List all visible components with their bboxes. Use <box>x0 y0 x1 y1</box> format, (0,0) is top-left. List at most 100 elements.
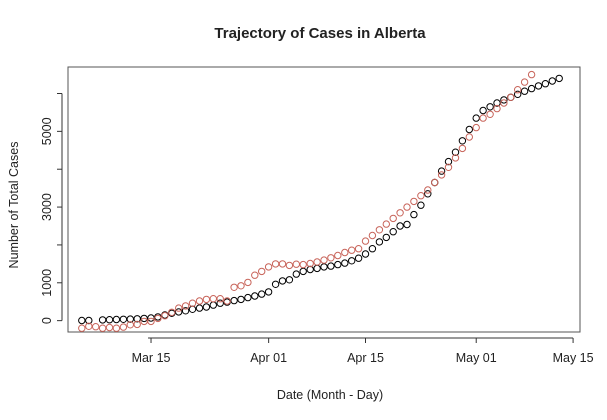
red-data-point <box>514 86 522 94</box>
black-data-point <box>417 201 425 209</box>
red-data-point <box>327 254 335 262</box>
black-data-point <box>195 304 204 312</box>
black-data-point <box>202 303 211 311</box>
black-data-point <box>520 87 529 95</box>
black-data-point <box>465 125 473 134</box>
black-data-point <box>396 222 404 230</box>
red-data-point <box>444 163 453 172</box>
red-data-point <box>264 263 273 271</box>
red-data-point <box>348 246 356 254</box>
red-data-point <box>382 220 390 228</box>
black-data-point <box>237 295 245 304</box>
black-data-point <box>341 259 349 267</box>
red-data-point <box>216 295 224 303</box>
black-data-point <box>348 257 356 265</box>
black-data-point <box>382 233 390 242</box>
x-axis-label: Date (Month - Day) <box>277 388 383 402</box>
black-data-point <box>251 292 259 300</box>
black-data-point <box>410 210 418 219</box>
red-data-point <box>306 259 314 268</box>
black-data-point <box>437 167 446 175</box>
black-data-point <box>354 254 363 262</box>
black-data-point <box>424 190 432 198</box>
red-data-point <box>424 186 432 194</box>
y-tick-label: 0 <box>40 317 54 324</box>
red-data-point <box>188 299 197 307</box>
black-data-point <box>119 315 128 323</box>
black-data-point <box>181 307 190 315</box>
red-data-point <box>389 214 397 223</box>
y-axis-label: Number of Total Cases <box>7 142 21 269</box>
red-data-point <box>354 245 363 253</box>
black-data-point <box>278 277 287 285</box>
red-data-point <box>285 261 294 270</box>
black-data-point <box>458 137 467 145</box>
x-tick-label: May 01 <box>456 351 497 365</box>
red-data-point <box>527 70 536 79</box>
black-data-point <box>78 316 86 325</box>
black-data-point <box>216 299 224 307</box>
x-axis: Mar 15 Apr 01 Apr 15 May 01 May 15 <box>132 337 594 365</box>
black-data-point <box>361 250 370 258</box>
black-data-point <box>140 314 148 323</box>
red-data-point <box>278 260 287 268</box>
red-data-point <box>451 154 460 162</box>
red-data-point <box>119 323 128 331</box>
black-data-point <box>368 245 377 253</box>
red-data-point <box>458 144 467 153</box>
x-tick-label: Apr 15 <box>347 351 384 365</box>
red-data-point <box>98 324 107 332</box>
red-data-point <box>237 282 245 290</box>
red-data-point <box>431 178 439 187</box>
black-data-point <box>444 157 453 166</box>
black-data-point <box>313 264 321 273</box>
red-data-point <box>437 171 446 179</box>
black-data-point <box>271 280 280 288</box>
red-data-point <box>181 302 190 310</box>
red-data-point <box>258 267 266 276</box>
black-data-point <box>541 80 550 88</box>
plot-frame <box>67 66 581 333</box>
x-tick-label: Mar 15 <box>132 351 171 365</box>
black-data-point <box>486 103 494 111</box>
red-data-point <box>112 324 121 332</box>
black-data-point <box>389 228 397 236</box>
red-data-point <box>375 226 384 234</box>
black-data-point <box>188 305 197 313</box>
black-data-point <box>479 106 487 115</box>
red-data-point <box>368 231 377 240</box>
black-data-point <box>472 114 480 122</box>
red-data-point <box>493 104 501 113</box>
red-data-point <box>410 197 418 206</box>
black-data-point <box>534 82 543 90</box>
x-tick-label: May 15 <box>553 351 594 365</box>
black-data-point <box>126 315 135 323</box>
black-data-point <box>264 288 273 296</box>
black-data-point <box>527 84 536 93</box>
red-data-point <box>417 192 425 200</box>
red-data-point <box>403 203 411 211</box>
red-data-point <box>161 312 169 320</box>
black-data-point <box>334 260 342 269</box>
black-data-point <box>493 99 501 107</box>
black-data-point <box>105 316 114 324</box>
black-data-point <box>175 308 183 316</box>
red-data-point <box>271 260 280 268</box>
red-data-point <box>507 93 515 102</box>
red-data-point <box>244 278 252 287</box>
red-data-point <box>500 99 508 107</box>
black-data-point <box>244 293 252 302</box>
red-data-point <box>78 324 86 332</box>
red-data-point <box>251 271 259 279</box>
black-data-point <box>299 267 307 276</box>
black-data-point <box>548 77 556 85</box>
red-data-point <box>230 283 238 291</box>
red-data-point <box>341 248 349 257</box>
black-data-point <box>258 290 266 298</box>
black-data-point <box>375 238 384 246</box>
black-data-point <box>500 96 508 104</box>
red-data-point <box>154 314 162 323</box>
red-data-point <box>133 320 141 329</box>
red-data-point <box>292 260 300 268</box>
black-data-point <box>514 90 522 99</box>
